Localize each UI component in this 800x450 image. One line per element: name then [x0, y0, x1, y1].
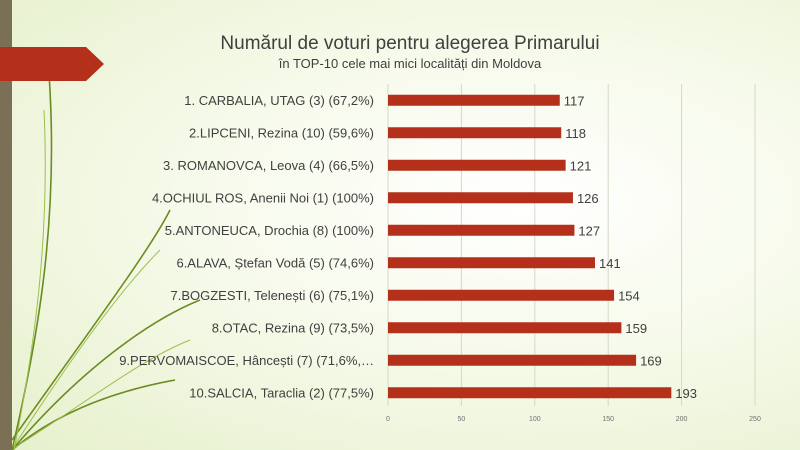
x-tick-label: 250 — [749, 416, 761, 423]
category-label: 10.SALCIA, Taraclia (2) (77,5%) — [189, 385, 374, 400]
bar — [388, 224, 575, 236]
bars — [388, 94, 672, 399]
leaf-decoration — [11, 59, 201, 450]
bar — [388, 192, 573, 204]
value-label: 154 — [618, 288, 640, 303]
x-tick-label: 0 — [386, 416, 390, 423]
value-label: 118 — [565, 126, 586, 141]
category-labels: 1. CARBALIA, UTAG (3) (67,2%) 2.LIPCENI, … — [119, 93, 374, 401]
title-arrow-marker — [0, 47, 104, 81]
bar — [388, 387, 672, 399]
value-labels: 117 118 121 126 127 141 154 159 169 193 — [564, 93, 697, 401]
x-tick-label: 150 — [602, 416, 614, 423]
category-label: 3. ROMANOVCA, Leova (4) (66,5%) — [163, 158, 374, 173]
bar — [388, 354, 637, 366]
value-label: 126 — [577, 191, 599, 206]
category-label: 8.OTAC, Rezina (9) (73,5%) — [212, 320, 374, 335]
x-tick-label: 200 — [676, 416, 688, 423]
category-label: 7.BOGZESTI, Telenești (6) (75,1%) — [171, 288, 375, 303]
chart-title: Numărul de voturi pentru alegerea Primar… — [220, 33, 600, 54]
x-axis-tick-labels: 0 50 100 150 200 250 — [386, 416, 761, 423]
arrow-shape — [0, 47, 104, 81]
value-label: 141 — [599, 256, 621, 271]
x-tick-label: 100 — [529, 416, 541, 423]
value-label: 159 — [625, 321, 647, 336]
value-label: 127 — [578, 223, 600, 238]
category-label: 2.LIPCENI, Rezina (10) (59,6%) — [189, 125, 374, 140]
bar — [388, 127, 562, 139]
value-label: 117 — [564, 93, 585, 108]
category-label: 5.ANTONEUCA, Drochia (8) (100%) — [165, 223, 374, 238]
category-label: 9.PERVOMAISCOE, Hâncești (7) (71,6%,… — [119, 353, 374, 368]
x-tick-label: 50 — [458, 416, 466, 423]
bar — [388, 257, 595, 269]
chart-subtitle: în TOP-10 cele mai mici localități din M… — [278, 56, 542, 71]
category-label: 4.OCHIUL ROS, Anenii Noi (1) (100%) — [152, 190, 374, 205]
bar — [388, 322, 622, 334]
bar — [388, 159, 566, 171]
bar — [388, 289, 615, 301]
value-label: 121 — [570, 158, 592, 173]
category-label: 1. CARBALIA, UTAG (3) (67,2%) — [184, 93, 374, 108]
sidebar-stripe — [0, 0, 12, 450]
bar — [388, 94, 560, 106]
category-label: 6.ALAVA, Ștefan Vodă (5) (74,6%) — [176, 255, 374, 270]
value-label: 169 — [640, 353, 662, 368]
value-label: 193 — [675, 386, 697, 401]
